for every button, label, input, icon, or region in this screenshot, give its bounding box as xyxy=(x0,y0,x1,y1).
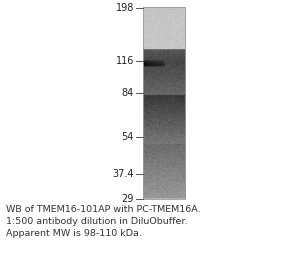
Text: 84: 84 xyxy=(122,88,134,98)
Text: WB of TMEM16-101AP with PC-TMEM16A.
1:500 antibody dilution in DiluObuffer.
Appa: WB of TMEM16-101AP with PC-TMEM16A. 1:50… xyxy=(6,205,200,238)
Text: 116: 116 xyxy=(115,56,134,66)
Text: 54: 54 xyxy=(121,132,134,142)
Bar xyxy=(143,7,185,199)
Text: 29: 29 xyxy=(121,194,134,204)
Text: 37.4: 37.4 xyxy=(112,168,134,178)
Text: 198: 198 xyxy=(115,3,134,13)
